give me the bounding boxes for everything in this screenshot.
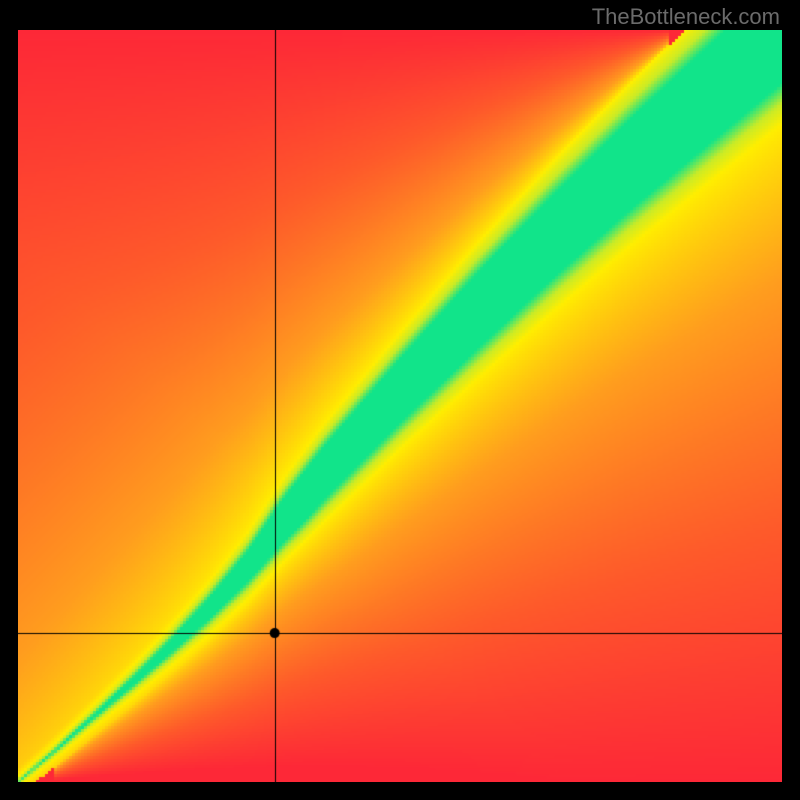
watermark-text: TheBottleneck.com — [592, 4, 780, 30]
heatmap-canvas — [18, 30, 782, 782]
